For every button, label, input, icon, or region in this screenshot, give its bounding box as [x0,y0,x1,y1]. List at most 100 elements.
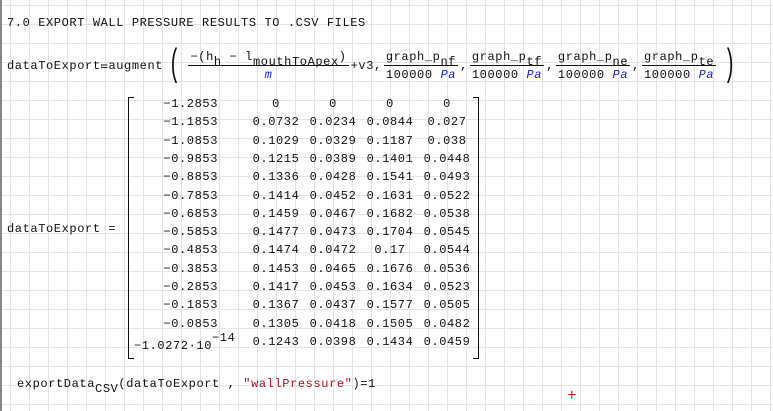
l-subscript: mouthToApex [252,55,339,69]
matrix-cell: −0.4853 [163,243,218,258]
matrix-cell: 0.0234 [309,115,357,130]
matrix-cell: 0.0472 [309,243,357,258]
matrix-cell: −0.2853 [163,280,218,294]
matrix-cell: 0.0545 [423,225,471,240]
augment-definition[interactable]: dataToExport ≔ augment ( −(hh − lmouthTo… [7,44,736,87]
matrix-cell: 0.1541 [366,170,414,185]
fraction-denominator: 100000 [557,68,605,82]
unit-pa: Pa [440,68,457,82]
crosshair-cursor-icon: + [567,387,577,405]
matrix-cell: −1.1853 [163,115,218,130]
matrix-cell: 0.0493 [423,170,471,185]
h-subscript: h [213,55,222,69]
matrix-cell: 0.1215 [252,151,300,166]
fraction-subscript: te [698,55,715,69]
matrix-cell: −0.6853 [163,206,218,221]
matrix-cell: 0.038 [427,133,467,148]
fraction-subscript: ne [612,55,629,69]
comma: , [546,59,554,73]
matrix-cell: −0.1853 [163,298,218,313]
lhs-variable: dataToExport [7,59,101,73]
matrix-cell: 0.0844 [366,115,414,130]
matrix-cell: 0 [272,97,280,111]
matrix-cell: 0.17 [374,243,406,258]
unit-pa: Pa [526,68,543,82]
matrix-cell: 0.1367 [252,298,300,313]
matrix-cell: 0.0732 [252,115,300,130]
plus-v3: +v3 [350,59,375,73]
matrix-cell: 0.1434 [366,334,414,349]
result-label: dataToExport = [7,222,117,236]
matrix-cell: 0.1453 [252,261,300,276]
export-statement[interactable]: exportDataCSV(dataToExport , "wallPressu… [17,377,376,396]
fraction-subscript: nf [440,55,457,69]
matrix-cell: 0.0544 [423,243,471,258]
export-arg-filename: "wallPressure" [243,377,353,391]
matrix-exponent: −14 [212,330,236,345]
matrix-cell: 0.0465 [309,261,357,276]
matrix-cell: −0.7853 [163,188,218,203]
l-var: l [245,50,253,64]
fraction-numerator: graph_p [385,50,441,64]
unit-pa: Pa [698,68,715,82]
matrix-cell: −0.9853 [163,151,218,166]
matrix-cell: 0.1676 [366,261,414,276]
fraction-numerator: graph_p [643,50,699,64]
matrix-cell: 0.0453 [309,280,357,294]
matrix-cell: 0.0482 [423,316,471,331]
matrix-cell: −0.8853 [163,170,218,185]
matrix-cell: −0.5853 [163,225,218,240]
export-arg-data: dataToExport [126,377,220,391]
section-title: 7.0 EXPORT WALL PRESSURE RESULTS TO .CSV… [7,16,366,30]
matrix-cell: 0.0473 [309,225,357,240]
matrix-cell: −1.0853 [163,133,218,148]
close-paren: ) [724,44,736,87]
matrix-cell: 0.1704 [366,225,414,240]
comma: , [460,59,468,73]
matrix-cell: 0.1459 [252,206,300,221]
matrix-cell: −0.0853 [163,316,218,331]
matrix-cell: 0.1414 [252,188,300,203]
matrix-cell: 0.1243 [252,334,300,349]
matrix-cell: −0.3853 [163,261,218,276]
matrix-cell: 0.0452 [309,188,357,203]
matrix-cell: −1.0272·10 [133,338,212,353]
fraction-ne: graph_pne 100000 Pa [555,50,631,82]
matrix-cell: 0.1634 [366,280,414,294]
fraction-numerator: graph_p [557,50,613,64]
fraction-denominator: 100000 [385,68,433,82]
fraction-denominator: 100000 [471,68,519,82]
export-result: =1 [360,377,376,391]
matrix-cell: 0.0398 [309,334,357,349]
matrix-cell: 0 [329,97,337,111]
matrix-cell: 0.0329 [309,133,357,148]
matrix-cell: 0.0522 [423,188,471,203]
matrix-cell: 0.0538 [423,206,471,221]
matrix-left-bracket [128,97,134,359]
matrix-cell: 0.0523 [423,280,471,294]
matrix-cell: 0 [443,97,451,111]
matrix-cell: 0.0467 [309,206,357,221]
matrix-cell: 0.1305 [252,316,300,331]
fraction-tf: graph_ptf 100000 Pa [469,50,545,82]
matrix-cell: 0.0448 [423,151,471,166]
matrix-cell: 0.1631 [366,188,414,203]
matrix-cell: 0.0505 [423,298,471,313]
minus-sign: − [190,50,199,64]
matrix-cell: 0.1505 [366,316,414,331]
matrix-cell: 0.0459 [423,334,471,349]
matrix-cell: 0.0437 [309,298,357,313]
minus-op: − [229,50,238,64]
matrix-cell: 0.1477 [252,225,300,240]
matrix-cell: 0.1577 [366,298,414,313]
matrix-cell: 0.0536 [423,261,471,276]
matrix-cell: 0.1474 [252,243,300,258]
unit-m: m [264,68,273,82]
matrix-cell: −1.2853 [163,97,218,111]
matrix-cell: 0.1336 [252,170,300,185]
fraction-nf: graph_pnf 100000 Pa [383,50,459,82]
augment-function: augment [108,59,164,73]
assign-operator: ≔ [100,59,109,74]
matrix-cell: 0.0389 [309,151,357,166]
matrix-cell: 0.1417 [252,280,300,294]
